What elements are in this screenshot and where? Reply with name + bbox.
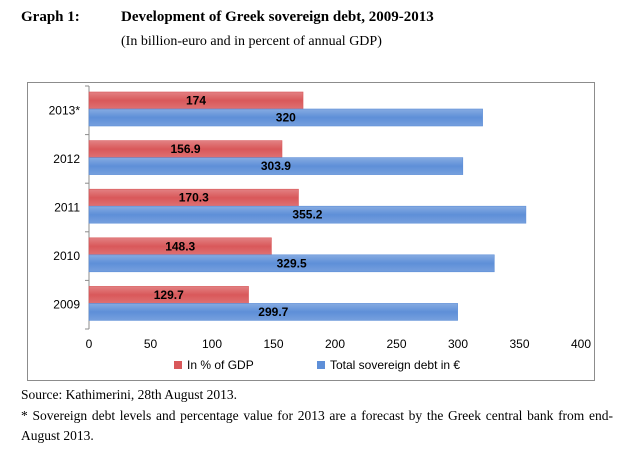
forecast-footnote: * Sovereign debt levels and percentage v… [21, 408, 613, 443]
data-label: 329.5 [277, 256, 307, 270]
x-tick-label: 350 [509, 337, 529, 351]
bar-total-debt [88, 205, 527, 224]
bar-total-debt [88, 157, 464, 175]
source-note: Source: Kathimerini, 28th August 2013. [21, 387, 237, 402]
data-label: 148.3 [165, 239, 195, 253]
data-label: 170.3 [179, 191, 209, 205]
y-tick-label: 2011 [54, 201, 80, 215]
y-tick-label: 2010 [53, 249, 80, 263]
x-tick-label: 100 [202, 337, 222, 351]
x-tick-label: 150 [263, 337, 283, 351]
data-label: 355.2 [292, 208, 322, 222]
legend-label-total-debt: Total sovereign debt in € [330, 358, 461, 372]
x-tick-label: 300 [448, 337, 468, 351]
chart-subtitle: (In billion-euro and in percent of annua… [121, 34, 382, 49]
legend-swatch-pct-gdp [174, 361, 182, 369]
graph-number: Graph 1: [21, 9, 80, 25]
data-label: 156.9 [170, 142, 200, 156]
legend-label-pct-gdp: In % of GDP [187, 358, 254, 372]
y-tick-label: 2009 [53, 298, 80, 312]
bar-total-debt [88, 254, 495, 273]
x-tick-label: 50 [144, 337, 158, 351]
x-tick-label: 400 [571, 337, 591, 351]
data-label: 320 [276, 111, 296, 125]
chart-title: Development of Greek sovereign debt, 200… [121, 9, 434, 25]
legend-item-pct-gdp: In % of GDP [174, 358, 254, 372]
data-label: 299.7 [258, 305, 288, 319]
x-tick-label: 0 [86, 337, 93, 351]
x-tick-label: 250 [386, 337, 406, 351]
bar-total-debt [88, 303, 458, 321]
data-label: 129.7 [154, 288, 184, 302]
x-tick-label: 200 [325, 337, 345, 351]
bar-total-debt [88, 108, 483, 127]
y-tick-label: 2012 [53, 152, 80, 166]
y-tick-label: 2013* [49, 103, 81, 117]
legend-item-total-debt: Total sovereign debt in € [317, 358, 460, 372]
legend-swatch-total-debt [317, 361, 325, 369]
data-label: 303.9 [261, 159, 291, 173]
chart-frame [27, 82, 595, 381]
data-label: 174 [186, 94, 206, 108]
